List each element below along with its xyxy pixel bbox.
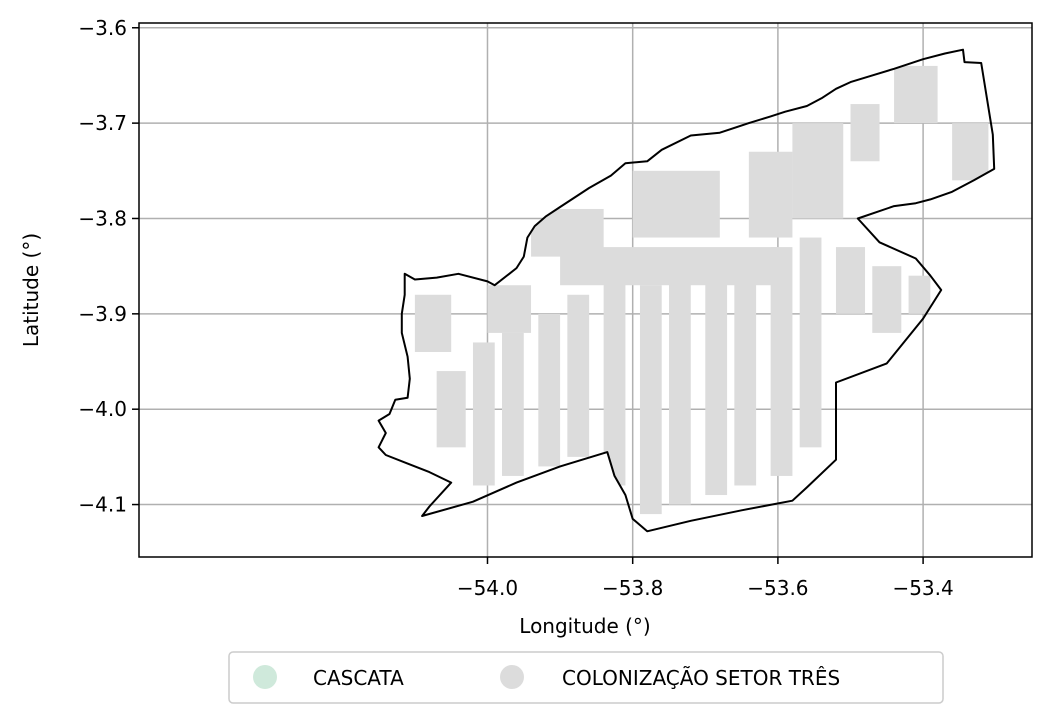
- parcel-polygon: [835, 247, 866, 314]
- parcels-layer: [414, 65, 989, 515]
- parcel-polygon: [436, 371, 466, 448]
- parcel-polygon: [872, 266, 902, 333]
- x-ticks: −54.0 −53.8 −53.6 −53.4: [457, 557, 954, 600]
- parcel-polygon: [603, 275, 626, 486]
- axes-frame: [138, 22, 1033, 558]
- y-tick-label: −4.1: [78, 493, 127, 517]
- y-ticks: −3.6 −3.7 −3.8 −3.9 −4.0 −4.1: [78, 16, 139, 517]
- parcel-polygon: [668, 275, 691, 505]
- y-tick-label: −3.6: [78, 16, 127, 40]
- parcel-polygon: [487, 285, 532, 333]
- legend-label-colonizacao-setor-tres: COLONIZAÇÃO SETOR TRÊS: [562, 666, 840, 690]
- parcel-polygon: [639, 285, 662, 515]
- municipality-boundary: [377, 48, 996, 533]
- parcel-polygon: [850, 104, 880, 162]
- x-tick-label: −54.0: [457, 576, 518, 600]
- legend-frame: [228, 651, 944, 704]
- parcel-polygon: [894, 65, 938, 124]
- y-tick-label: −3.7: [78, 111, 127, 135]
- parcel-polygon: [567, 294, 590, 457]
- parcel-polygon: [502, 332, 524, 476]
- parcel-polygon: [705, 266, 728, 496]
- legend-label-cascata: CASCATA: [313, 666, 404, 690]
- y-tick-label: −3.8: [78, 206, 127, 230]
- x-tick-label: −53.8: [602, 576, 663, 600]
- parcel-polygon: [414, 294, 452, 352]
- parcel-polygon: [770, 247, 793, 476]
- parcel-polygon: [952, 123, 989, 181]
- legend-marker-colonizacao-setor-tres: [500, 665, 524, 689]
- parcel-polygon: [908, 275, 931, 314]
- x-axis-label: Longitude (°): [519, 614, 650, 638]
- parcel-polygon: [734, 256, 757, 486]
- parcel-polygon: [792, 123, 844, 219]
- legend-marker-cascata: [253, 665, 277, 689]
- y-tick-label: −3.9: [78, 302, 127, 326]
- parcel-polygon: [632, 170, 720, 238]
- parcel-polygon: [799, 237, 822, 448]
- parcel-polygon: [472, 342, 495, 486]
- y-tick-label: −4.0: [78, 397, 127, 421]
- parcel-polygon: [748, 151, 793, 238]
- parcel-polygon: [538, 313, 561, 467]
- legend: CASCATA COLONIZAÇÃO SETOR TRÊS: [228, 651, 944, 704]
- y-axis-label: Latitude (°): [19, 233, 43, 347]
- x-tick-label: −53.6: [747, 576, 808, 600]
- x-tick-label: −53.4: [892, 576, 953, 600]
